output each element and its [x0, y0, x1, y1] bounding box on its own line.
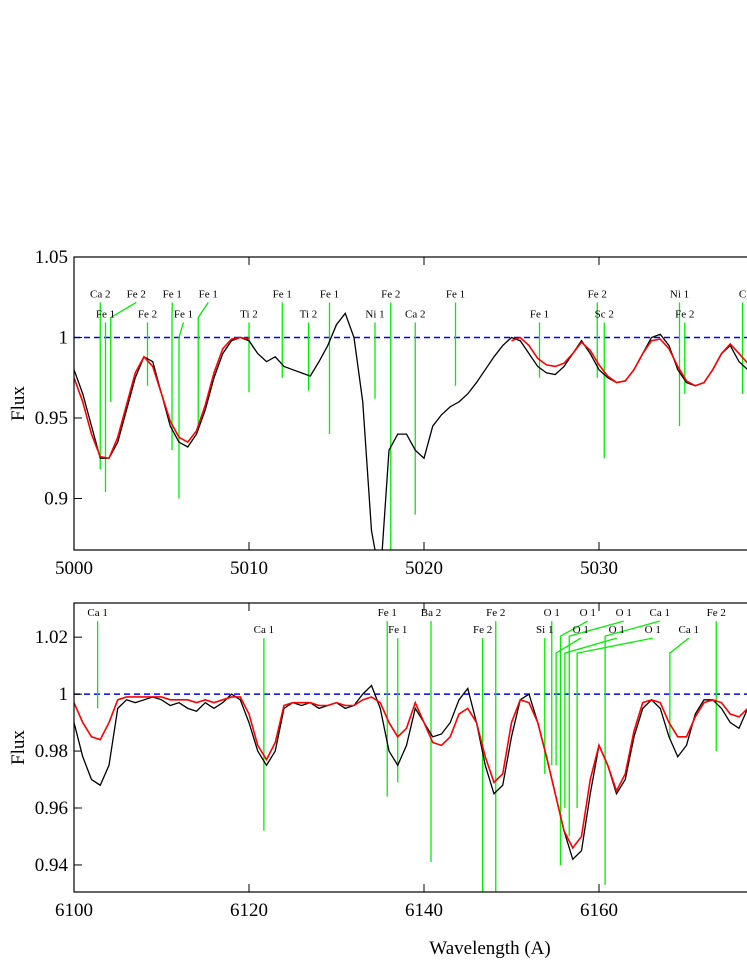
- line-id-label: Fe 1: [388, 624, 407, 636]
- y-tick-label: 0.98: [35, 741, 68, 762]
- spectrum-line: [74, 312, 747, 550]
- line-id-label: C: [739, 288, 746, 300]
- spectrum-line: [74, 336, 747, 460]
- line-id-label: Ti 2: [300, 308, 318, 320]
- line-id-marker: [555, 637, 582, 766]
- y-axis-label: Flux: [8, 730, 29, 765]
- x-tick-label: 5010: [230, 558, 268, 579]
- spectrum-line: [74, 684, 747, 861]
- line-id-label: Fe 1: [320, 288, 339, 300]
- line-id-label: Ni 1: [670, 288, 689, 300]
- line-id-label: Ca 1: [254, 624, 274, 636]
- plot-area: [74, 620, 747, 892]
- y-tick-label: 1.02: [35, 627, 68, 648]
- line-id-label: Ca 1: [650, 607, 670, 619]
- line-id-label: Ca 1: [87, 607, 107, 619]
- line-id-label: Fe 2: [675, 308, 694, 320]
- y-axis-label: Flux: [8, 386, 29, 421]
- y-tick-label: 0.96: [35, 798, 68, 819]
- line-id-label: Fe 1: [273, 288, 292, 300]
- x-tick-label: 6120: [230, 900, 268, 921]
- x-tick-label: 6140: [405, 900, 443, 921]
- x-tick-label: 5000: [55, 558, 93, 579]
- line-id-label: O 1: [573, 624, 589, 636]
- line-id-label: Ti 2: [240, 308, 258, 320]
- line-id-label: O 1: [616, 607, 632, 619]
- y-tick-label: 0.94: [35, 855, 69, 876]
- x-tick-label: 6100: [55, 900, 93, 921]
- line-id-marker: [110, 301, 137, 402]
- line-id-label: Fe 1: [163, 288, 182, 300]
- y-tick-label: 0.9: [44, 488, 68, 509]
- line-id-label: Ni 1: [365, 308, 384, 320]
- line-id-marker: [564, 637, 617, 809]
- line-id-label: O 1: [645, 624, 661, 636]
- spectrum-line: [74, 696, 747, 850]
- line-id-marker: [559, 620, 589, 865]
- line-id-label: Si 1: [536, 624, 553, 636]
- line-id-label: Fe 2: [707, 607, 726, 619]
- line-id-marker: [669, 637, 690, 740]
- line-id-label: O 1: [544, 607, 560, 619]
- line-id-label: O 1: [609, 624, 625, 636]
- line-id-marker: [568, 620, 624, 837]
- line-id-label: Fe 1: [96, 308, 115, 320]
- line-id-label: O 1: [580, 607, 596, 619]
- line-id-label: Fe 1: [530, 308, 549, 320]
- line-id-label: Ca 1: [679, 624, 699, 636]
- line-id-marker: [576, 637, 653, 809]
- x-tick-label: 6160: [580, 900, 618, 921]
- line-id-label: Fe 1: [174, 308, 193, 320]
- line-id-label: Fe 1: [199, 288, 218, 300]
- y-tick-label: 1.05: [35, 247, 68, 268]
- line-id-label: Fe 2: [127, 288, 146, 300]
- plot-frame: [73, 256, 747, 551]
- plot-frame: [73, 602, 747, 893]
- line-id-marker: [197, 302, 209, 427]
- x-axis-label: Wavelength (A): [429, 938, 550, 959]
- y-tick-label: 0.95: [35, 408, 68, 429]
- line-id-label: Fe 2: [588, 288, 607, 300]
- plot-area: [74, 301, 747, 550]
- y-tick-label: 1: [59, 327, 69, 348]
- line-id-marker: [178, 322, 185, 499]
- line-id-label: Ba 2: [421, 607, 441, 619]
- line-id-label: Fe 2: [138, 308, 157, 320]
- x-tick-label: 5020: [405, 558, 443, 579]
- line-id-label: Fe 1: [446, 288, 465, 300]
- line-id-label: Fe 1: [378, 607, 397, 619]
- line-id-label: Fe 2: [473, 624, 492, 636]
- line-id-label: Fe 2: [486, 607, 505, 619]
- line-id-label: Sc 2: [595, 308, 614, 320]
- line-id-label: Fe 2: [381, 288, 400, 300]
- line-id-label: Ca 2: [405, 308, 425, 320]
- line-id-label: Ca 2: [90, 288, 110, 300]
- line-id-marker: [604, 620, 660, 885]
- x-tick-label: 5030: [580, 558, 618, 579]
- y-tick-label: 1: [59, 684, 69, 705]
